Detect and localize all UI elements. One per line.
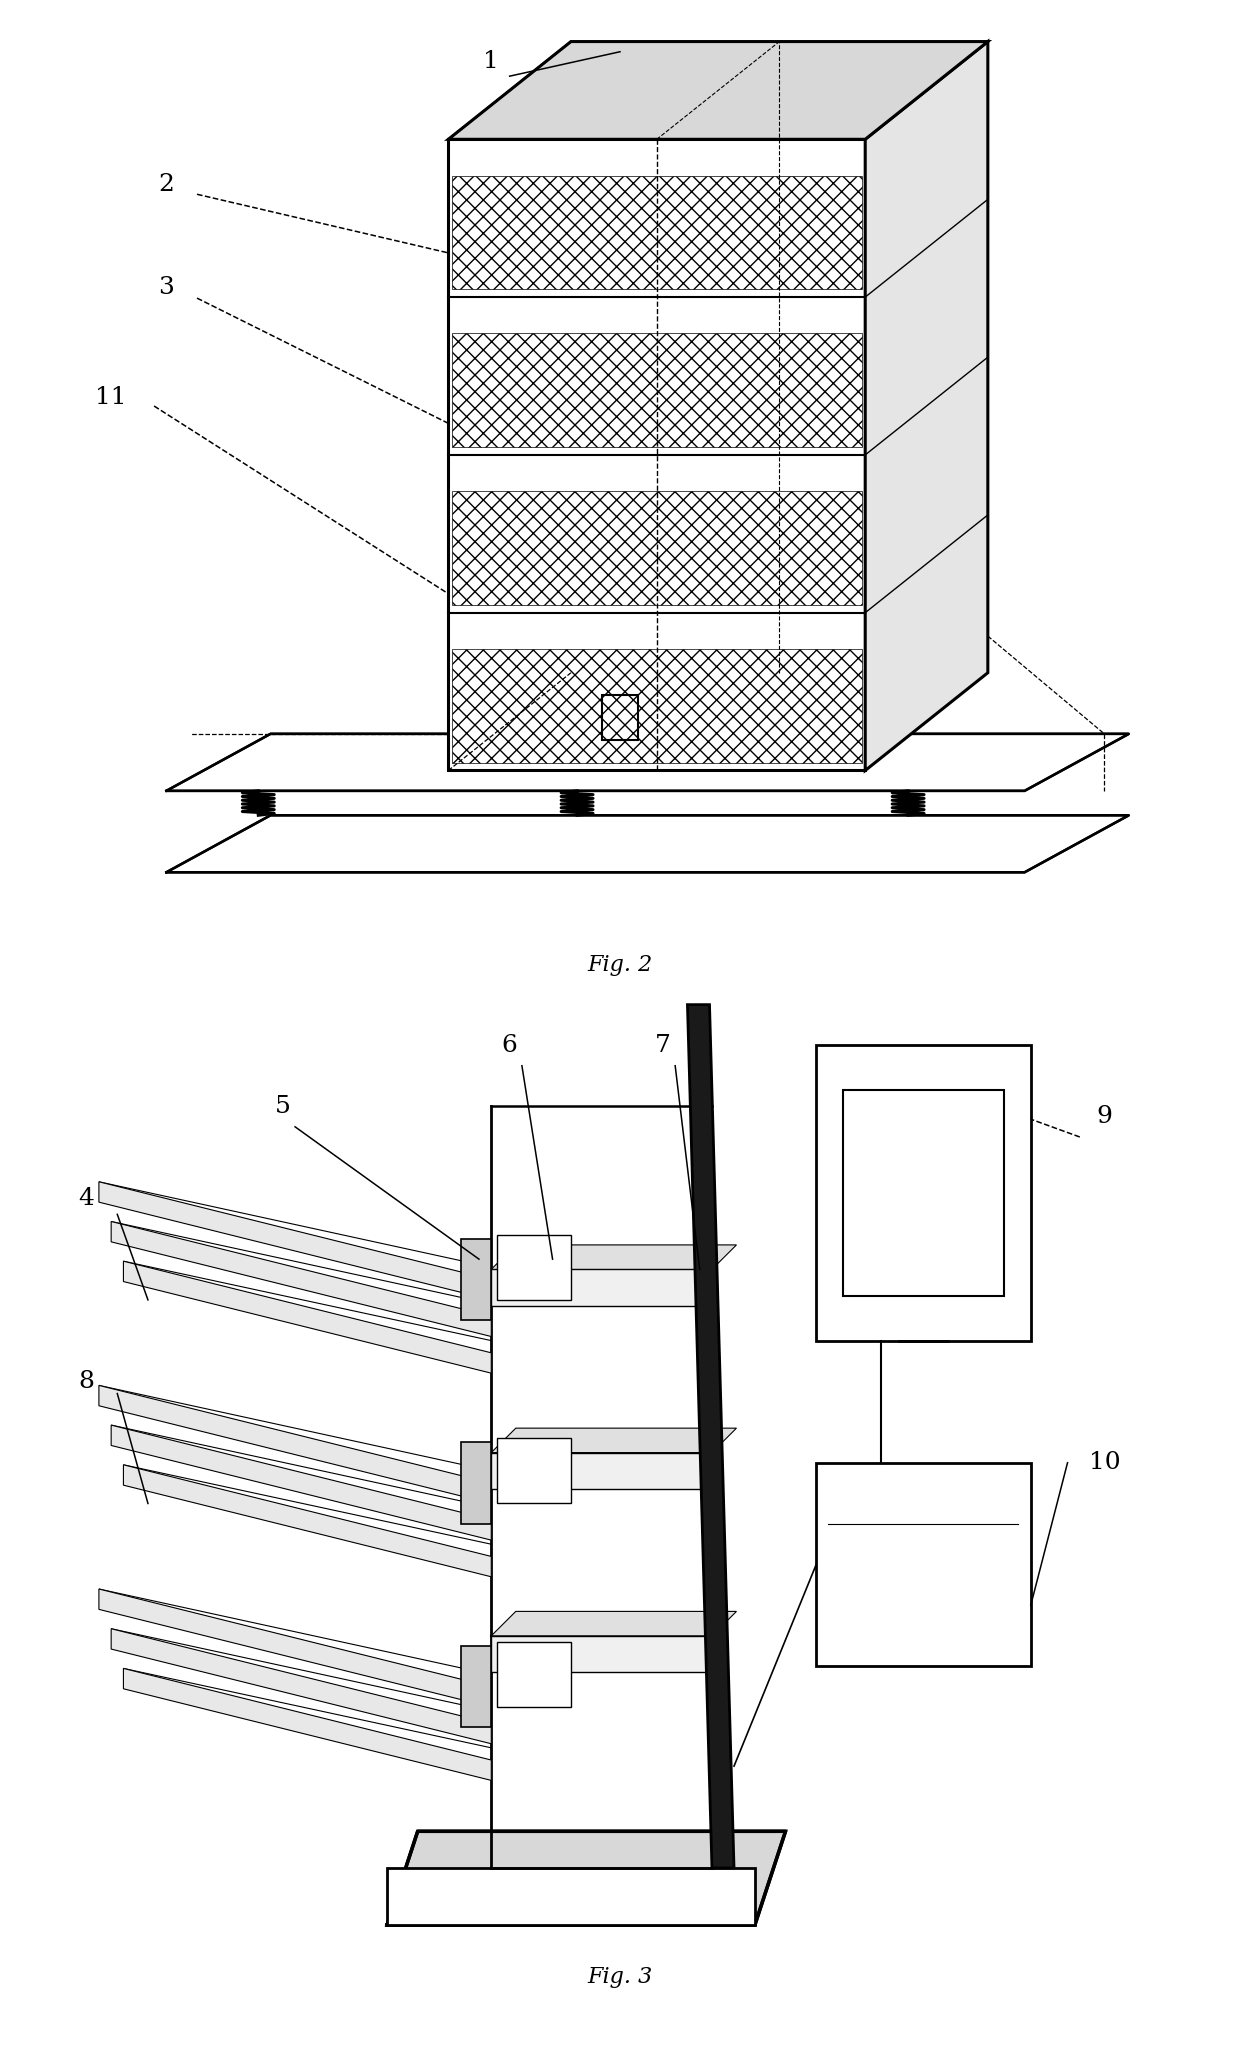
Polygon shape <box>460 1646 491 1728</box>
Text: 7: 7 <box>655 1033 671 1058</box>
Polygon shape <box>112 1222 491 1337</box>
Polygon shape <box>124 1261 491 1341</box>
Polygon shape <box>843 1091 1003 1296</box>
Polygon shape <box>124 1669 491 1749</box>
Text: 8: 8 <box>78 1369 94 1392</box>
Polygon shape <box>491 1611 737 1636</box>
Polygon shape <box>124 1466 491 1544</box>
Polygon shape <box>497 1234 570 1300</box>
Text: 9: 9 <box>1096 1105 1112 1128</box>
Polygon shape <box>124 1261 491 1374</box>
Polygon shape <box>166 734 1128 791</box>
Polygon shape <box>491 1453 712 1488</box>
Polygon shape <box>387 1831 785 1925</box>
Bar <box>453 492 862 605</box>
Text: 5: 5 <box>275 1095 290 1117</box>
Polygon shape <box>99 1386 491 1503</box>
Polygon shape <box>491 1636 712 1673</box>
Polygon shape <box>112 1425 491 1507</box>
Text: 1: 1 <box>484 51 500 74</box>
Polygon shape <box>491 1269 712 1306</box>
Text: 2: 2 <box>159 172 175 195</box>
Polygon shape <box>112 1222 491 1304</box>
Polygon shape <box>601 695 639 740</box>
Polygon shape <box>112 1628 491 1712</box>
Polygon shape <box>99 1589 491 1708</box>
Polygon shape <box>99 1181 491 1300</box>
Polygon shape <box>112 1628 491 1745</box>
Polygon shape <box>491 1429 737 1453</box>
Polygon shape <box>497 1439 570 1503</box>
Polygon shape <box>112 1425 491 1540</box>
Polygon shape <box>491 1244 737 1269</box>
Text: 10: 10 <box>1089 1451 1120 1474</box>
Text: 6: 6 <box>502 1033 517 1058</box>
Polygon shape <box>460 1238 491 1320</box>
Polygon shape <box>99 1589 491 1675</box>
Polygon shape <box>816 1464 1030 1667</box>
Polygon shape <box>387 1868 755 1925</box>
Polygon shape <box>449 139 866 771</box>
Bar <box>453 334 862 447</box>
Polygon shape <box>460 1443 491 1523</box>
Polygon shape <box>449 41 988 139</box>
Polygon shape <box>99 1386 491 1472</box>
Polygon shape <box>687 1004 734 1868</box>
Text: 3: 3 <box>159 277 175 299</box>
Bar <box>453 650 862 763</box>
Polygon shape <box>497 1642 570 1708</box>
Text: Fig. 3: Fig. 3 <box>588 1966 652 1988</box>
Polygon shape <box>166 816 1128 873</box>
Text: Fig. 2: Fig. 2 <box>588 953 652 976</box>
Polygon shape <box>866 41 988 771</box>
Polygon shape <box>124 1466 491 1576</box>
Bar <box>453 176 862 289</box>
Text: 4: 4 <box>78 1187 94 1209</box>
Polygon shape <box>816 1046 1030 1341</box>
Polygon shape <box>99 1181 491 1267</box>
Text: 11: 11 <box>95 385 126 410</box>
Polygon shape <box>124 1669 491 1779</box>
